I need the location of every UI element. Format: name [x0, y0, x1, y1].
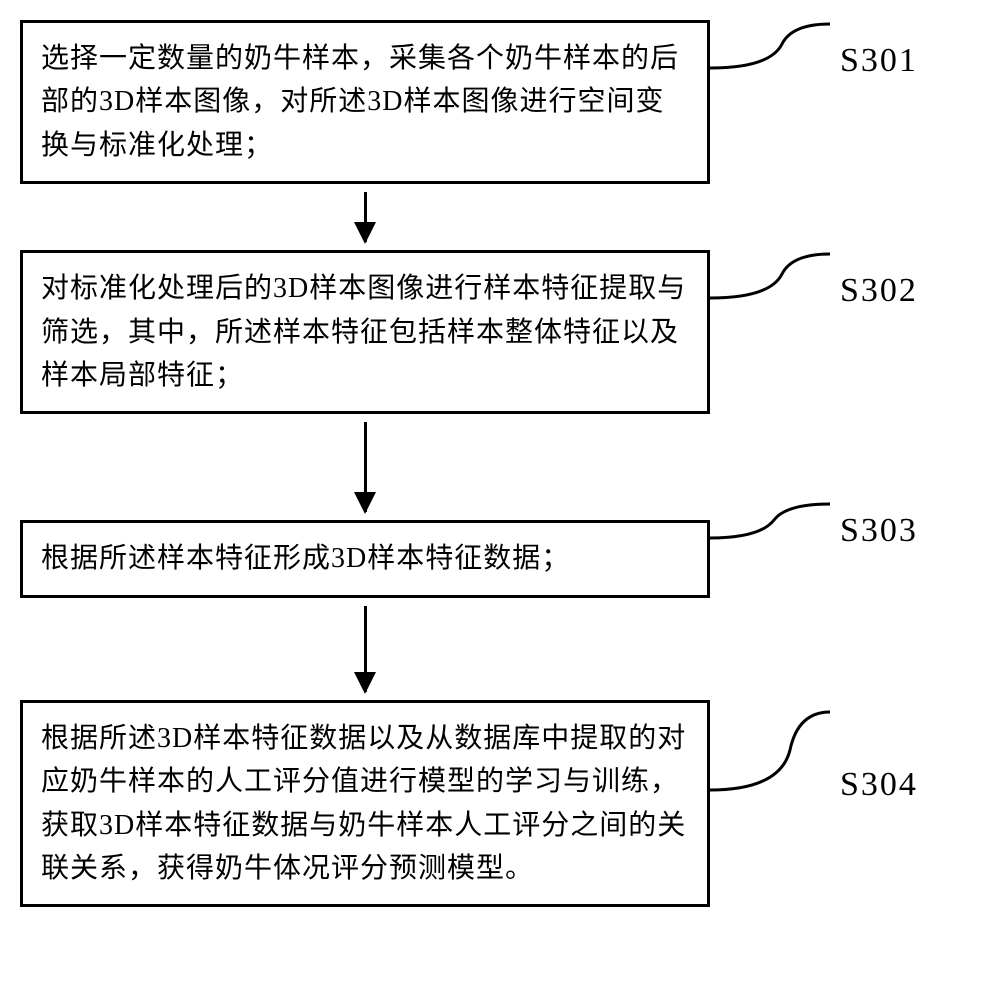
step-text: 根据所述3D样本特征数据以及从数据库中提取的对应奶牛样本的人工评分值进行模型的学… — [41, 723, 686, 884]
step-text: 根据所述样本特征形成3D样本特征数据； — [41, 543, 570, 574]
step-row: 根据所述3D样本特征数据以及从数据库中提取的对应奶牛样本的人工评分值进行模型的学… — [20, 700, 980, 908]
step-id: S304 — [840, 766, 918, 804]
step-id: S302 — [840, 272, 918, 310]
step-box-s302: 对标准化处理后的3D样本图像进行样本特征提取与筛选，其中，所述样本特征包括样本整… — [20, 250, 710, 414]
step-label-s302: S302 — [840, 272, 918, 310]
step-box-s301: 选择一定数量的奶牛样本，采集各个奶牛样本的后部的3D样本图像，对所述3D样本图像… — [20, 20, 710, 184]
flowchart-container: 选择一定数量的奶牛样本，采集各个奶牛样本的后部的3D样本图像，对所述3D样本图像… — [20, 20, 980, 907]
step-text: 对标准化处理后的3D样本图像进行样本特征提取与筛选，其中，所述样本特征包括样本整… — [41, 273, 686, 391]
arrow-container — [20, 414, 710, 520]
step-label-s303: S303 — [840, 512, 918, 550]
connector-curve — [710, 250, 840, 410]
arrow-container — [20, 184, 710, 250]
arrow-down — [364, 606, 367, 692]
arrow-container — [20, 598, 710, 700]
connector-curve — [710, 20, 840, 180]
connector-curve — [710, 700, 840, 900]
step-row: 根据所述样本特征形成3D样本特征数据； S303 — [20, 520, 980, 597]
step-row: 选择一定数量的奶牛样本，采集各个奶牛样本的后部的3D样本图像，对所述3D样本图像… — [20, 20, 980, 184]
step-box-s303: 根据所述样本特征形成3D样本特征数据； — [20, 520, 710, 597]
arrow-down — [364, 422, 367, 512]
connector-curve — [710, 502, 840, 622]
step-box-s304: 根据所述3D样本特征数据以及从数据库中提取的对应奶牛样本的人工评分值进行模型的学… — [20, 700, 710, 908]
step-id: S301 — [840, 42, 918, 80]
step-row: 对标准化处理后的3D样本图像进行样本特征提取与筛选，其中，所述样本特征包括样本整… — [20, 250, 980, 414]
step-text: 选择一定数量的奶牛样本，采集各个奶牛样本的后部的3D样本图像，对所述3D样本图像… — [41, 43, 679, 161]
arrow-down — [364, 192, 367, 242]
step-label-s304: S304 — [840, 766, 918, 804]
step-id: S303 — [840, 512, 918, 550]
step-label-s301: S301 — [840, 42, 918, 80]
